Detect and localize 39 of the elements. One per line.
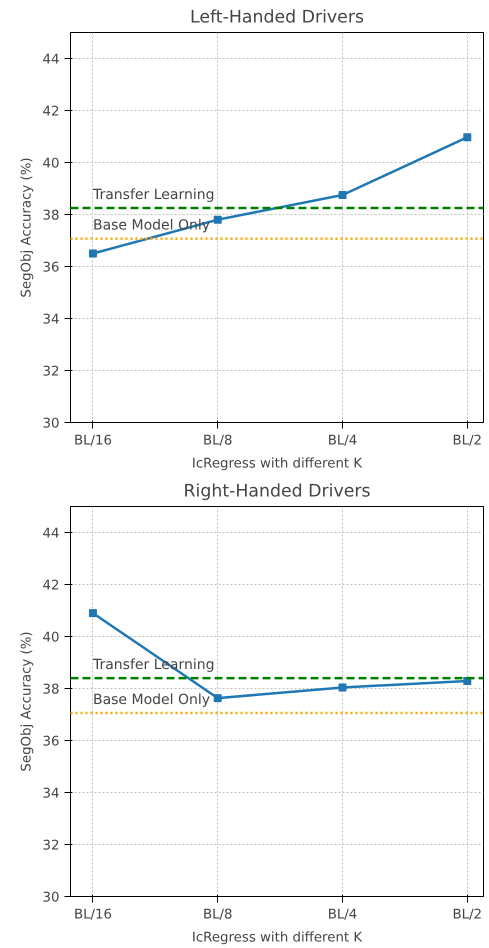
point (338, 191, 347, 199)
y-tick-label: 38 (42, 208, 60, 224)
x-tick-label: BL/4 (328, 908, 358, 922)
y-tick-label: 42 (42, 578, 60, 594)
x-axis-title: IcRegress with different K (192, 456, 364, 472)
x-tick-label: BL/8 (202, 908, 233, 922)
y-tick-label: 34 (42, 786, 60, 802)
chart-title: Right-Handed Drivers (183, 482, 371, 502)
y-tick-label: 44 (42, 526, 60, 542)
point (214, 216, 222, 224)
point (88, 250, 97, 258)
x-tick-label: BL/16 (74, 434, 112, 448)
x-tick-label: BL/8 (202, 434, 233, 448)
y-axis-title: SegObj Accuracy (%) (20, 157, 35, 298)
x-tick-label: BL/2 (452, 434, 482, 448)
point (88, 609, 97, 618)
y-tick-label: 40 (42, 156, 60, 172)
ref-line-label: Transfer Learning (92, 187, 214, 203)
point (338, 683, 347, 692)
chart-title: Left-Handed Drivers (190, 8, 364, 28)
x-tick-label: BL/2 (452, 908, 482, 922)
y-axis-title: SegObj Accuracy (%) (20, 631, 35, 772)
x-tick-label: BL/16 (74, 908, 112, 922)
y-tick-label: 30 (42, 890, 60, 906)
y-tick-label: 44 (42, 52, 60, 68)
y-tick-label: 36 (42, 734, 60, 750)
y-tick-label: 32 (42, 364, 60, 380)
y-tick-label: 38 (42, 682, 60, 698)
y-tick-label: 40 (42, 630, 60, 646)
y-tick-label: 30 (42, 416, 60, 432)
x-axis-title: IcRegress with different K (192, 930, 364, 946)
ref-line-label: Base Model Only (92, 692, 210, 708)
x-tick-label: BL/4 (328, 434, 358, 448)
y-tick-label: 42 (42, 104, 60, 120)
y-tick-label: 36 (42, 260, 60, 276)
y-tick-label: 34 (42, 312, 60, 328)
point (463, 133, 472, 142)
point (214, 694, 222, 702)
y-tick-label: 32 (42, 838, 60, 854)
